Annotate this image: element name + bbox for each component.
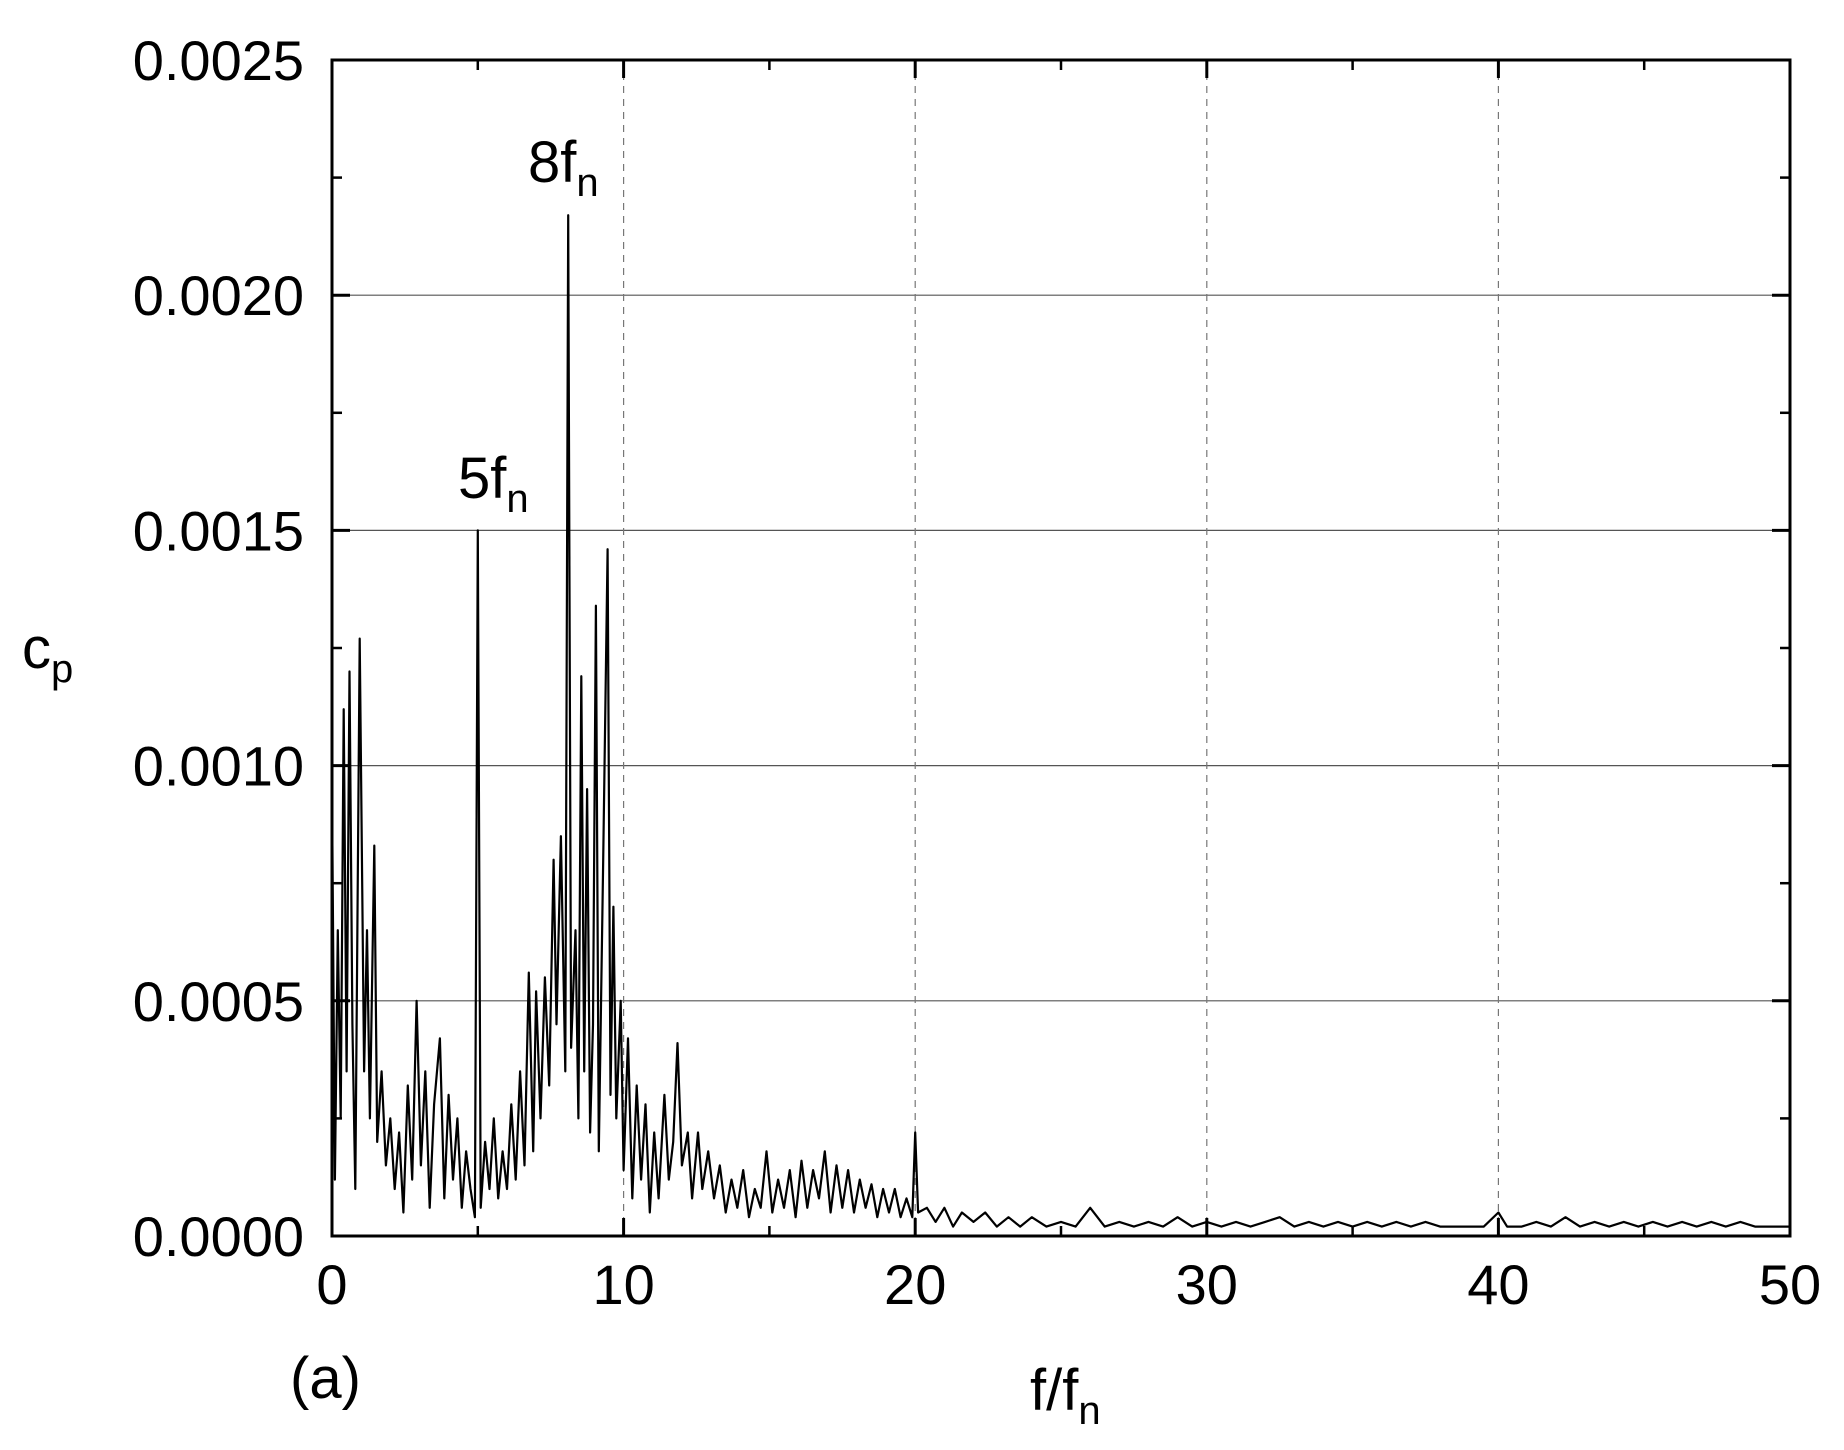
annotation-5fn: 5fn	[458, 446, 529, 521]
x-tick-label: 10	[592, 1253, 654, 1316]
tick-labels: 0 10 20 30 40 50 0.0000 0.0005 0.0010 0.0015 0.002…	[133, 29, 1821, 1316]
y-tick-label: 0.0015	[133, 499, 304, 562]
x-tick-label: 50	[1759, 1253, 1821, 1316]
x-tick-label: 0	[316, 1253, 347, 1316]
y-tick-label: 0.0025	[133, 29, 304, 92]
y-tick-label: 0.0010	[133, 735, 304, 798]
annotation-8fn: 8fn	[528, 130, 599, 205]
y-tick-label: 0.0000	[133, 1205, 304, 1268]
x-axis-label: f/fn	[1030, 1358, 1101, 1433]
grid-lines	[332, 60, 1790, 1236]
x-tick-label: 30	[1176, 1253, 1238, 1316]
x-tick-label: 40	[1467, 1253, 1529, 1316]
y-tick-label: 0.0005	[133, 970, 304, 1033]
axis-ticks	[330, 58, 1792, 1238]
y-tick-label: 0.0020	[133, 264, 304, 327]
x-tick-label: 20	[884, 1253, 946, 1316]
panel-label: (a)	[290, 1346, 361, 1411]
series-line	[330, 214, 1790, 1228]
y-axis-label: cp	[22, 616, 73, 691]
